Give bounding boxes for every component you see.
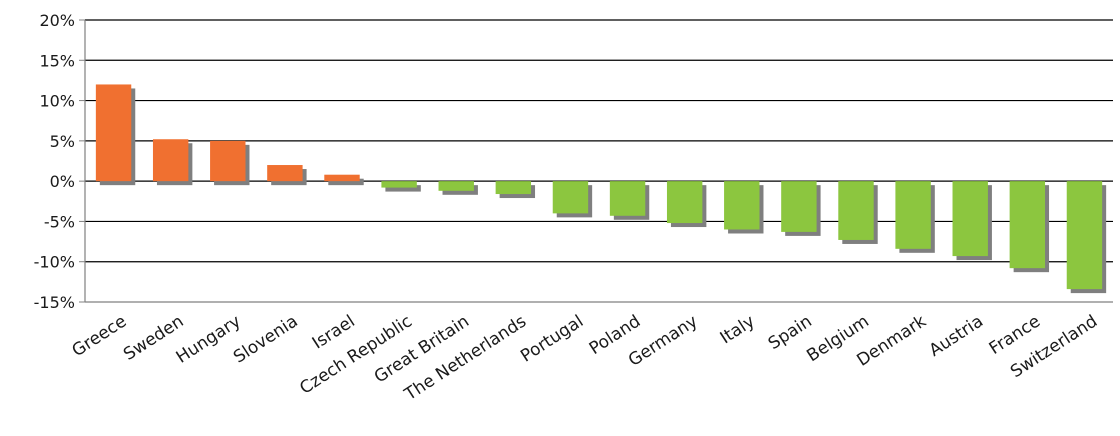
x-tick-label: Greece [69,311,131,361]
bar-austria [952,181,988,257]
y-tick-label: 0% [50,172,75,191]
y-tick-label: 10% [39,92,75,111]
bar-italy [724,181,760,230]
bar-greece [95,84,132,182]
bar-spain [781,181,817,232]
bar-switzerland [1066,181,1103,290]
y-tick-label: 15% [39,51,75,70]
y-tick-label: 5% [50,132,75,151]
bar-france [1009,181,1046,269]
bar-germany [666,181,703,224]
bars [95,84,1107,294]
bar-great-britain [438,181,474,191]
y-tick-label: -5% [44,212,75,231]
bar-israel [324,174,360,182]
bar-shadow [385,185,421,192]
x-tick-label: Hungary [173,311,245,367]
y-tick-label: -15% [34,293,75,312]
bar-hungary [210,140,246,182]
bar-portugal [552,181,589,214]
x-tick-label: Slovenia [230,311,302,367]
bar-slovenia [267,165,303,182]
bar-czech-republic [381,181,417,188]
gridlines [85,19,1113,263]
bar-shadow [328,178,364,186]
bar-the-netherlands [495,181,532,195]
bar-sweden [152,139,189,182]
x-tick-label: Austria [926,311,987,360]
axes [79,19,1113,303]
y-axis-ticks: 20% 15% 10% 5% 0% -5% -10% -15% [34,11,75,312]
x-tick-label: Portugal [517,311,587,366]
x-tick-label: Italy [717,311,759,348]
bar-poland [609,181,646,216]
bar-belgium [838,181,874,240]
bar-denmark [895,181,931,249]
y-tick-label: 20% [39,11,75,30]
y-tick-label: -10% [34,253,75,272]
